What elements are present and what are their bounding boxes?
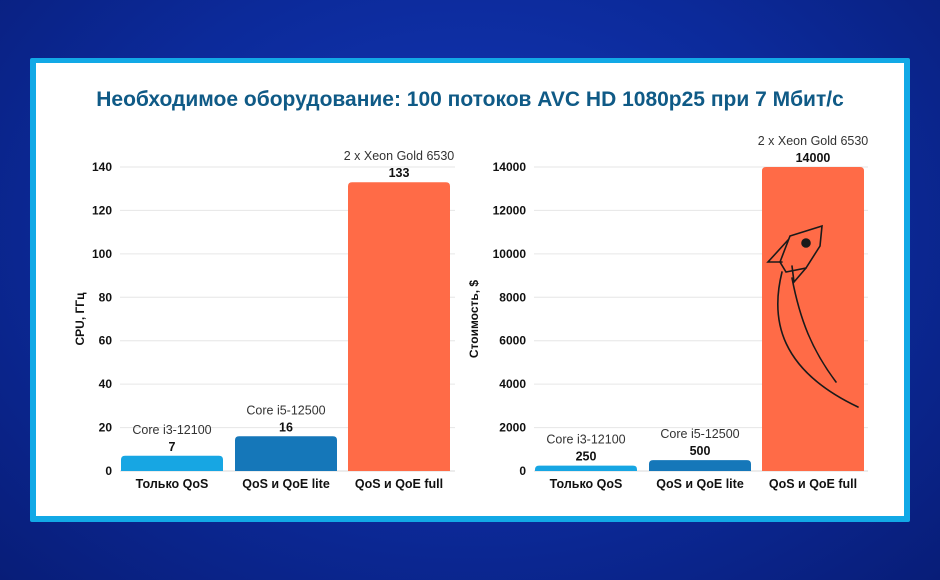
bar — [348, 182, 450, 471]
y-tick-label: 8000 — [499, 290, 526, 304]
rocket-trail — [776, 271, 859, 408]
chart-1: 0 20 40 60 80 100 120 140 CPU, ГГц 7 Core i3-12100… — [73, 149, 455, 491]
y-tick-label: 120 — [92, 203, 112, 217]
bar-annotation: 2 x Xeon Gold 6530 — [344, 149, 455, 163]
chart-2: 0 2000 4000 6000 8000 10000 12000 14000 Стоимост… — [467, 134, 868, 491]
bar-annotation: Core i3-12100 — [546, 433, 625, 447]
y-axis-label: Стоимость, $ — [467, 280, 481, 359]
data-label: 7 — [169, 440, 176, 454]
y-tick-label: 2000 — [499, 421, 526, 435]
bar — [121, 455, 223, 471]
bar-annotation: Core i5-12500 — [246, 403, 325, 417]
slide-title: Необходимое оборудование: 100 потоков AV… — [96, 88, 844, 111]
slide-panel — [36, 63, 904, 516]
x-tick-label: Только QoS — [550, 477, 623, 491]
y-tick-label: 14000 — [493, 160, 527, 174]
y-tick-label: 100 — [92, 247, 112, 261]
y-tick-label: 20 — [99, 421, 113, 435]
bar — [235, 436, 337, 471]
y-tick-label: 0 — [105, 464, 112, 478]
bar-annotation: Core i5-12500 — [660, 427, 739, 441]
bar — [649, 460, 751, 471]
rocket-window — [801, 238, 811, 248]
bar-annotation: 2 x Xeon Gold 6530 — [758, 134, 869, 148]
y-tick-label: 140 — [92, 160, 112, 174]
y-tick-label: 60 — [99, 334, 113, 348]
x-tick-label: QoS и QoE lite — [656, 477, 744, 491]
data-label: 14000 — [796, 151, 831, 165]
rocket-trail — [791, 277, 837, 383]
y-tick-label: 0 — [519, 464, 526, 478]
bar-annotation: Core i3-12100 — [132, 423, 211, 437]
rocket-fin — [791, 265, 807, 284]
x-tick-label: QoS и QoE lite — [242, 477, 330, 491]
rocket-icon — [766, 224, 859, 408]
rocket-body — [779, 224, 823, 273]
y-tick-label: 4000 — [499, 377, 526, 391]
y-tick-label: 10000 — [493, 247, 527, 261]
data-label: 250 — [576, 450, 597, 464]
x-tick-label: QoS и QoE full — [769, 477, 857, 491]
x-tick-label: QoS и QoE full — [355, 477, 443, 491]
data-label: 133 — [389, 166, 410, 180]
y-tick-label: 12000 — [493, 203, 527, 217]
y-tick-label: 6000 — [499, 334, 526, 348]
y-tick-label: 40 — [99, 377, 113, 391]
data-label: 500 — [690, 444, 711, 458]
y-tick-label: 80 — [99, 290, 113, 304]
y-axis-label: CPU, ГГц — [73, 292, 87, 346]
rocket-fin — [766, 239, 789, 263]
x-tick-label: Только QoS — [136, 477, 209, 491]
data-label: 16 — [279, 420, 293, 434]
bar — [535, 465, 637, 471]
bar — [762, 167, 864, 471]
